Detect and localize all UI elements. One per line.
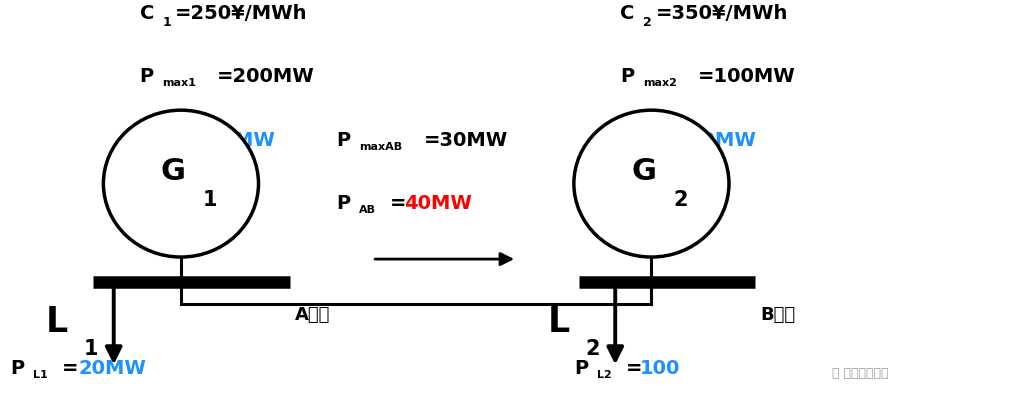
Text: 100: 100 [640,359,680,378]
Text: =30MW: =30MW [424,131,508,150]
Text: $\mathbf{2}$: $\mathbf{2}$ [585,339,600,359]
Text: P: P [140,131,154,150]
Text: $\mathbf{L}$: $\mathbf{L}$ [45,305,68,339]
Text: =: = [674,131,697,150]
Text: max1: max1 [162,78,196,88]
Text: $\mathbf{1}$: $\mathbf{1}$ [203,190,217,210]
Text: AB: AB [359,205,375,215]
Text: 20MW: 20MW [79,359,147,378]
Text: P: P [620,67,635,86]
Text: =: = [390,194,406,213]
Text: $\mathbf{L}$: $\mathbf{L}$ [547,305,570,339]
Text: P: P [620,131,635,150]
Text: B节点: B节点 [760,306,795,324]
Text: P: P [140,67,154,86]
Text: $\mathbf{G}$: $\mathbf{G}$ [160,157,185,186]
Text: L2: L2 [597,370,611,381]
Text: L1: L1 [33,370,48,381]
Text: 1: 1 [162,16,171,29]
Text: 60MW: 60MW [208,131,276,150]
Text: =350¥/MWh: =350¥/MWh [656,4,788,23]
Text: C: C [620,4,635,23]
Text: $\mathbf{G}$: $\mathbf{G}$ [631,157,656,186]
Text: max2: max2 [643,78,677,88]
Ellipse shape [103,110,258,257]
Text: =250¥/MWh: =250¥/MWh [175,4,307,23]
Text: 60MW: 60MW [689,131,757,150]
Text: $\mathbf{1}$: $\mathbf{1}$ [84,339,98,359]
Text: =200MW: =200MW [217,67,315,86]
Text: 2: 2 [643,16,651,29]
Text: =: = [193,131,210,150]
Text: =: = [62,359,85,378]
Text: P: P [336,194,351,213]
Text: P: P [574,359,588,378]
Text: 40MW: 40MW [404,194,473,213]
Ellipse shape [574,110,729,257]
Text: P: P [10,359,25,378]
Text: G1: G1 [162,141,179,151]
Text: maxAB: maxAB [359,142,402,152]
Text: $\mathbf{2}$: $\mathbf{2}$ [673,190,688,210]
Text: P: P [336,131,351,150]
Text: 🔘 走进电力市场: 🔘 走进电力市场 [832,367,889,380]
Text: A节点: A节点 [295,306,330,324]
Text: =100MW: =100MW [698,67,796,86]
Text: =: = [626,359,642,378]
Text: C: C [140,4,154,23]
Text: G2: G2 [643,141,660,151]
